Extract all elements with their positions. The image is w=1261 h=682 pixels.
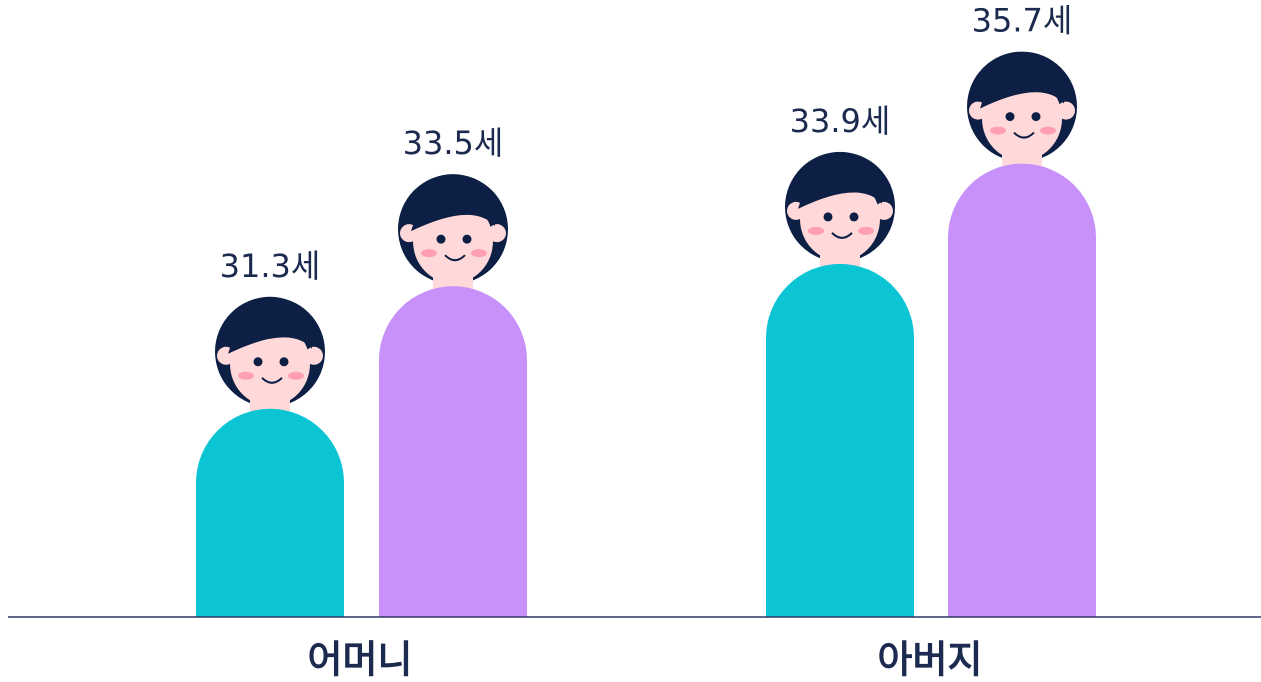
- eye: [823, 212, 833, 222]
- eye: [253, 357, 263, 367]
- cheek: [808, 226, 824, 235]
- cheek: [238, 371, 254, 380]
- smile: [1013, 131, 1035, 139]
- eye: [1005, 112, 1015, 122]
- person-bar: [196, 296, 344, 617]
- value-label: 33.5세: [403, 124, 504, 162]
- category-label: 어머니: [308, 638, 413, 682]
- body: [196, 408, 344, 617]
- person-bar: [379, 174, 527, 617]
- person-bar: [948, 51, 1096, 617]
- cheek: [421, 249, 437, 258]
- value-label: 33.9세: [790, 102, 891, 140]
- value-label: 31.3세: [220, 247, 321, 285]
- fringe: [798, 170, 882, 209]
- fringe: [980, 70, 1064, 109]
- smile: [261, 377, 283, 384]
- cheek: [288, 371, 304, 380]
- body: [948, 163, 1096, 617]
- body: [766, 263, 914, 617]
- eye: [1031, 112, 1041, 122]
- value-label: 35.7세: [972, 2, 1073, 40]
- category-label: 아버지: [878, 638, 983, 682]
- fringe: [228, 315, 312, 354]
- eye: [849, 212, 859, 222]
- eye: [279, 357, 289, 367]
- eye: [462, 234, 472, 244]
- smile: [831, 232, 853, 239]
- eye: [436, 234, 446, 244]
- smile: [444, 254, 466, 262]
- cheek: [471, 249, 487, 258]
- cheek: [858, 226, 874, 235]
- cheek: [990, 126, 1006, 135]
- person-bar: [766, 151, 914, 617]
- body: [379, 286, 527, 617]
- cheek: [1040, 126, 1056, 135]
- fringe: [411, 193, 495, 232]
